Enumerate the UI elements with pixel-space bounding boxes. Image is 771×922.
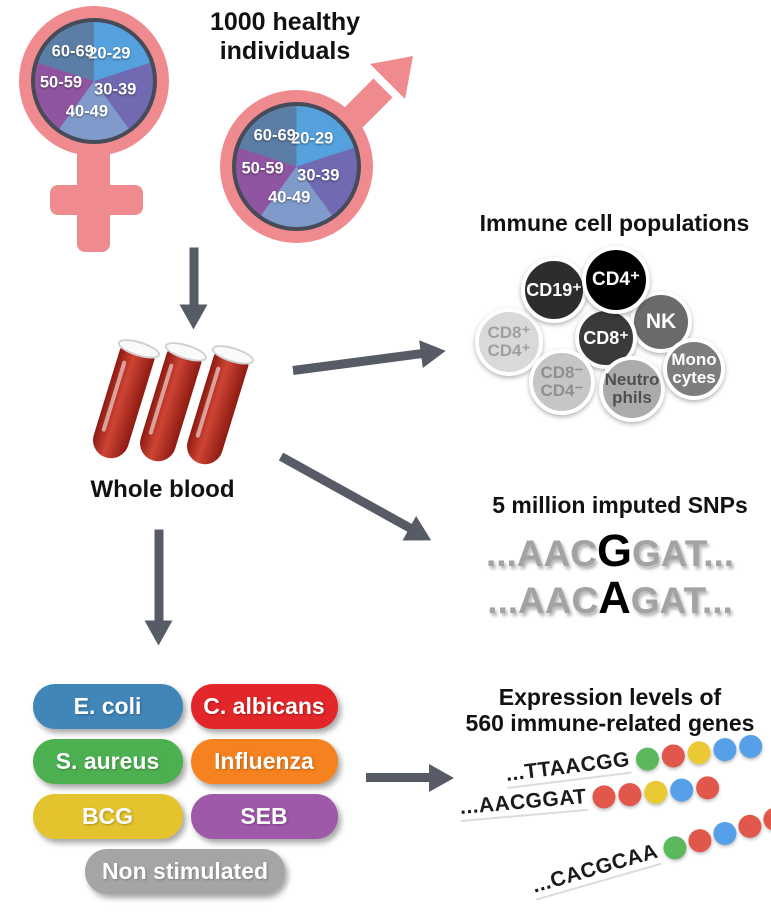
age-group-label: 20-29: [88, 44, 131, 63]
stimulus-influenza: Influenza: [190, 739, 338, 784]
arrow-to-snps-icon: [278, 452, 413, 533]
expression-dot-red: [591, 783, 617, 809]
stimulus-c-albicans: C. albicans: [190, 684, 338, 729]
stimulus-bcg: BCG: [32, 794, 183, 839]
male-ring: 20-29 30-39 40-49 50-59 60-69: [220, 90, 373, 243]
arrow-to-expression-icon: [366, 773, 430, 782]
cell-cd4pos: CD4⁺: [582, 246, 650, 314]
expression-dot-green: [660, 833, 689, 862]
gene-sequence: ...CACGCAA: [529, 839, 662, 901]
stimulus-e-coli: E. coli: [32, 684, 183, 729]
expression-dot-red: [695, 774, 721, 800]
snp-seq-pre: ...AAC: [485, 533, 597, 574]
female-cross-horizontal: [50, 185, 143, 215]
expression-dot-blue: [710, 818, 739, 848]
expression-dot-blue: [711, 736, 738, 762]
cell-neutrophils: Neutro phils: [599, 356, 665, 422]
expression-dot-red: [617, 781, 643, 807]
male-age-pie: 20-29 30-39 40-49 50-59 60-69: [232, 102, 361, 231]
gene-sequence-row: ...AACGGAT: [458, 773, 721, 822]
age-group-label: 20-29: [291, 129, 334, 148]
expression-title: Expression levels of 560 immune-related …: [465, 684, 755, 737]
age-group-label: 40-49: [65, 102, 109, 121]
snp-seq-post: GAT...: [630, 580, 733, 622]
snp-sequence-line: ...AACGGAT...: [455, 527, 765, 574]
immune-cells-title: Immune cell populations: [479, 210, 750, 236]
arrow-down-to-blood-icon: [189, 247, 199, 306]
expression-dot-yellow: [686, 739, 712, 766]
snp-allele: A: [598, 572, 631, 624]
expression-dot-blue: [669, 777, 695, 803]
cell-cd8pos-cd4pos: CD8⁺ CD4⁺: [475, 308, 543, 376]
snp-allele: G: [596, 525, 632, 576]
stimulus-s-aureus: S. aureus: [32, 739, 183, 784]
stimulus-non-stimulated: Non stimulated: [85, 849, 285, 894]
expression-dot-red: [760, 804, 771, 833]
age-group-label: 30-39: [94, 80, 137, 99]
cell-cd8neg-cd4neg: CD8⁻ CD4⁻: [529, 349, 595, 415]
snps-title: 5 million imputed SNPs: [492, 492, 748, 518]
expression-dot-red: [685, 825, 714, 855]
age-group-label: 40-49: [268, 188, 311, 207]
whole-blood-label: Whole blood: [90, 476, 235, 503]
arrow-to-immune-cells-icon: [292, 349, 423, 375]
snp-seq-pre: ...AAC: [487, 580, 599, 622]
stimuli-panel: E. coli C. albicans S. aureus Influenza BCG S…: [24, 684, 346, 894]
expression-dot-yellow: [643, 779, 669, 805]
expression-dot-red: [660, 742, 686, 769]
cohort-title: 1000 healthy individuals: [209, 8, 361, 65]
age-group-label: 60-69: [51, 42, 94, 60]
female-age-pie: 20-29 30-39 40-49 50-59 60-69: [31, 18, 157, 144]
arrow-down-to-stimuli-icon: [154, 529, 164, 622]
immune-cells-cluster: CD8⁺ CD4⁺ CD19⁺ NK CD8⁺ CD4⁺ CD8⁻ CD4⁻ Neutro …: [468, 243, 768, 435]
snp-sequences: ...AACGGAT... ...AACAGAT...: [455, 527, 765, 622]
stimulus-seb: SEB: [190, 794, 338, 839]
expression-dot-blue: [737, 733, 764, 759]
female-ring: 20-29 30-39 40-49 50-59 60-69: [19, 6, 169, 156]
snp-sequence-line: ...AACAGAT...: [455, 574, 765, 621]
age-group-label: 30-39: [297, 166, 340, 185]
expression-dot-red: [735, 811, 764, 841]
age-group-label: 50-59: [241, 159, 284, 178]
snp-seq-post: GAT...: [631, 533, 735, 574]
gene-sequence-row: ...CACGCAA: [529, 803, 771, 901]
age-group-label: 60-69: [253, 126, 296, 145]
expression-dot-green: [634, 745, 661, 772]
cell-monocytes: Mono cytes: [663, 338, 725, 400]
cell-cd19pos: CD19⁺: [521, 257, 587, 323]
age-group-label: 50-59: [39, 73, 83, 92]
gene-sequence: ...AACGGAT: [458, 784, 588, 822]
